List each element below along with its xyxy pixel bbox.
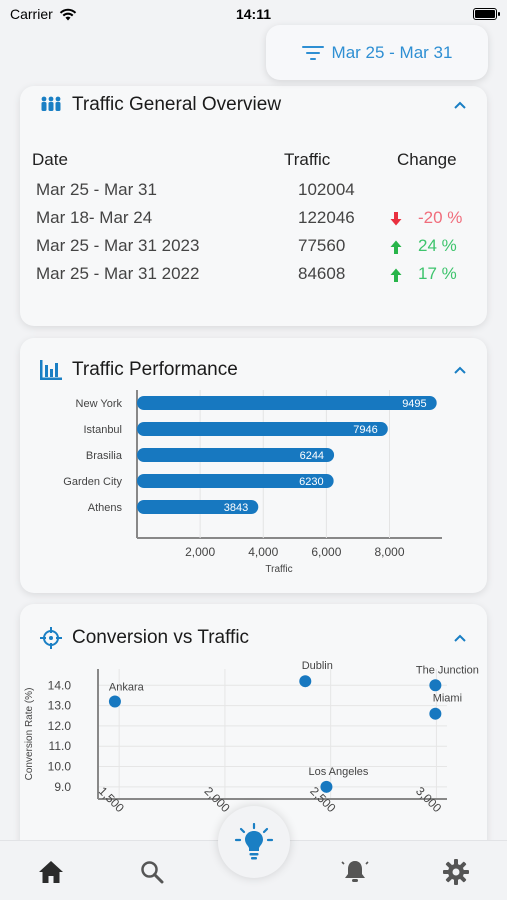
- y-tick-label: 14.0: [48, 678, 72, 692]
- scatter-point: [429, 707, 442, 720]
- row-traffic: 122046: [298, 208, 355, 227]
- y-tick-label: Brasilia: [86, 450, 123, 462]
- lightbulb-icon: [234, 823, 274, 860]
- table-row: Mar 18- Mar 24 122046 -20 %: [20, 206, 487, 234]
- bar: [137, 422, 388, 436]
- y-axis-title: Conversion Rate (%): [24, 688, 35, 781]
- point-label: Miami: [433, 693, 462, 705]
- bar-value-label: 6230: [299, 476, 323, 488]
- conversion-scatter-chart: 14.013.012.011.010.09.0 1,500 2,000 2,500 3,…: [24, 660, 479, 815]
- insights-button[interactable]: [218, 806, 290, 878]
- x-axis-title: Traffic: [265, 564, 292, 575]
- y-tick-label: New York: [76, 398, 123, 410]
- x-tick-label: 8,000: [374, 545, 404, 559]
- row-change: -20 %: [418, 208, 463, 227]
- overview-title: Traffic General Overview: [72, 94, 282, 115]
- y-tick-label: Garden City: [63, 476, 122, 488]
- y-tick-label: Athens: [88, 502, 123, 514]
- conversion-title: Conversion vs Traffic: [72, 627, 250, 648]
- row-change: 17 %: [418, 264, 457, 283]
- crosshair-icon: [40, 627, 62, 649]
- tab-notifications[interactable]: [340, 857, 370, 887]
- bar-value-label: 3843: [224, 502, 248, 514]
- col-header-date: Date: [32, 150, 68, 169]
- wifi-icon: [59, 8, 76, 20]
- arrow-up-icon: [390, 240, 402, 254]
- x-tick-label: 4,000: [248, 545, 278, 559]
- gear-icon: [443, 859, 469, 885]
- bar: [137, 448, 335, 462]
- row-date: Mar 25 - Mar 31 2022: [36, 264, 200, 283]
- col-header-change: Change: [397, 150, 457, 169]
- battery-icon: [473, 8, 500, 20]
- row-date: Mar 25 - Mar 31 2023: [36, 236, 200, 255]
- x-tick-label: 6,000: [311, 545, 341, 559]
- y-tick-label: 12.0: [48, 719, 72, 733]
- point-label: The Junction: [416, 664, 479, 676]
- y-tick-label: 11.0: [49, 739, 72, 753]
- traffic-bar-chart: 2,000 4,000 6,000 8,000 Traffic New York 9495 I…: [63, 390, 442, 575]
- carrier-label: Carrier: [10, 6, 53, 22]
- people-icon: [41, 96, 61, 111]
- traffic-overview-card: Traffic General Overview Date Traffic Ch…: [20, 86, 487, 326]
- arrow-up-icon: [390, 268, 402, 282]
- row-traffic: 77560: [298, 236, 346, 255]
- filter-icon: [301, 45, 324, 60]
- y-tick-label: 13.0: [48, 699, 72, 713]
- chevron-up-icon[interactable]: [453, 365, 467, 375]
- scatter-point: [108, 695, 121, 708]
- bar-value-label: 7946: [353, 424, 377, 436]
- status-left: Carrier: [10, 6, 77, 22]
- date-range-filter-button[interactable]: Mar 25 - Mar 31: [266, 25, 488, 80]
- bar-value-label: 6244: [300, 450, 324, 462]
- date-range-label: Mar 25 - Mar 31: [331, 42, 453, 62]
- scatter-point: [429, 679, 442, 692]
- y-tick-label: 10.0: [48, 760, 72, 774]
- status-bar: Carrier 14:11: [0, 0, 507, 28]
- scatter-point: [320, 780, 333, 793]
- point-label: Dublin: [302, 660, 333, 672]
- scatter-point: [299, 675, 312, 688]
- bar: [137, 396, 437, 410]
- tab-home[interactable]: [36, 857, 66, 887]
- traffic-performance-card: Traffic Performance 2,000 4,000 6,000 8,000…: [20, 338, 487, 593]
- performance-title: Traffic Performance: [72, 359, 238, 380]
- table-row: Mar 25 - Mar 31 2023 77560 24 %: [20, 234, 487, 262]
- chevron-up-icon[interactable]: [453, 633, 467, 643]
- bar-value-label: 9495: [402, 398, 426, 410]
- table-row: Mar 25 - Mar 31 102004: [20, 178, 487, 206]
- y-tick-label: Istanbul: [83, 424, 122, 436]
- row-traffic: 102004: [298, 180, 355, 199]
- point-label: Ankara: [109, 682, 145, 694]
- row-traffic: 84608: [298, 264, 346, 283]
- arrow-down-icon: [390, 212, 402, 226]
- bar: [137, 474, 334, 488]
- tab-settings[interactable]: [441, 857, 471, 887]
- overview-header[interactable]: Traffic General Overview: [40, 86, 467, 124]
- row-date: Mar 18- Mar 24: [36, 208, 153, 227]
- conversion-header[interactable]: Conversion vs Traffic: [40, 620, 467, 656]
- table-row: Mar 25 - Mar 31 2022 84608 17 %: [20, 262, 487, 290]
- row-date: Mar 25 - Mar 31: [36, 180, 157, 199]
- row-change: 24 %: [418, 236, 457, 255]
- y-tick-label: 9.0: [54, 780, 71, 794]
- x-tick-label: 2,000: [185, 545, 215, 559]
- performance-header[interactable]: Traffic Performance: [40, 352, 467, 388]
- col-header-traffic: Traffic: [284, 150, 331, 169]
- search-icon: [141, 861, 164, 884]
- point-label: Los Angeles: [308, 766, 368, 778]
- bar-chart-icon: [40, 360, 62, 380]
- tab-search[interactable]: [137, 857, 167, 887]
- bell-icon: [341, 861, 369, 882]
- home-icon: [39, 861, 63, 883]
- bar: [137, 500, 259, 514]
- chevron-up-icon[interactable]: [453, 100, 467, 110]
